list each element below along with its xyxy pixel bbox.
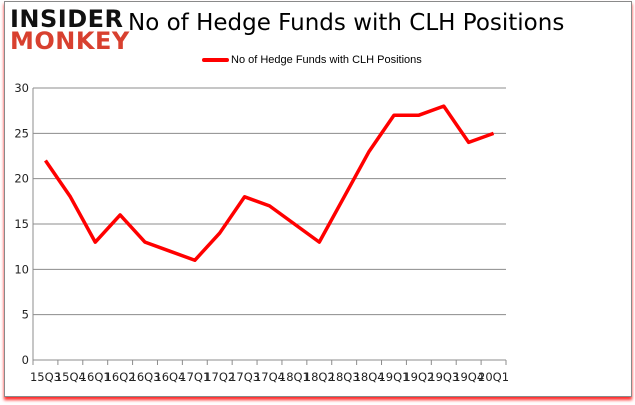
y-tick-label: 20 xyxy=(14,172,29,186)
x-tick-label: 19Q1 xyxy=(378,370,409,384)
x-tick-label: 16Q4 xyxy=(154,370,185,384)
legend: No of Hedge Funds with CLH Positions xyxy=(202,54,422,66)
y-tick-label: 5 xyxy=(22,308,29,322)
x-tick-label: 18Q2 xyxy=(304,370,335,384)
chart-frame xyxy=(4,1,632,397)
x-tick-label: 16Q2 xyxy=(105,370,136,384)
insider-monkey-logo: INSIDER MONKEY xyxy=(10,5,130,55)
legend-swatch xyxy=(202,58,229,62)
x-tick-label: 18Q1 xyxy=(279,370,310,384)
y-tick-label: 30 xyxy=(14,81,29,95)
x-tick-label: 17Q2 xyxy=(204,370,235,384)
x-tick-label: 19Q3 xyxy=(428,370,459,384)
x-tick-label: 18Q4 xyxy=(354,370,385,384)
x-tick-label: 19Q2 xyxy=(403,370,434,384)
x-tick-label: 20Q1 xyxy=(478,370,509,384)
legend-label: No of Hedge Funds with CLH Positions xyxy=(231,54,422,66)
x-tick-label: 15Q3 xyxy=(30,370,61,384)
x-tick-label: 18Q3 xyxy=(329,370,360,384)
x-tick-label: 16Q1 xyxy=(80,370,111,384)
x-tick-label: 15Q4 xyxy=(55,370,86,384)
y-tick-label: 10 xyxy=(14,262,29,276)
x-tick-label: 17Q1 xyxy=(179,370,210,384)
x-tick-label: 17Q4 xyxy=(254,370,285,384)
logo-line1: INSIDER xyxy=(10,5,124,33)
x-tick-label: 16Q3 xyxy=(130,370,161,384)
y-tick-label: 0 xyxy=(22,353,29,367)
x-tick-label: 17Q3 xyxy=(229,370,260,384)
series-line xyxy=(44,104,495,263)
y-tick-label: 15 xyxy=(14,217,29,231)
chart-title: No of Hedge Funds with CLH Positions xyxy=(128,10,565,36)
logo-line2: MONKEY xyxy=(10,27,130,55)
y-tick-label: 25 xyxy=(14,126,29,140)
x-tick-label: 19Q4 xyxy=(453,370,484,384)
